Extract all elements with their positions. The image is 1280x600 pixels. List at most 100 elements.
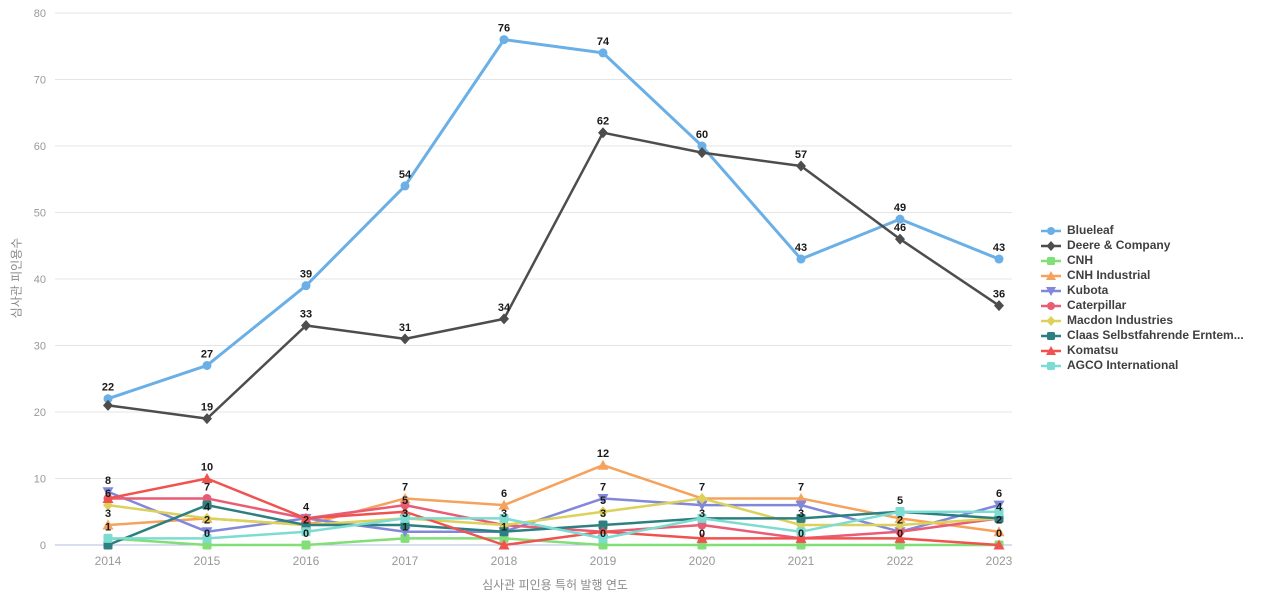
legend-item-blueleaf[interactable]: Blueleaf: [1040, 223, 1244, 238]
legend-item-macdon-industries[interactable]: Macdon Industries: [1040, 313, 1244, 328]
agco-international-marker: [400, 513, 410, 523]
caterpillar-marker: [400, 500, 410, 510]
y-tick-label: 60: [34, 141, 46, 153]
komatsu-marker: [102, 492, 114, 503]
kubota-marker: [795, 500, 807, 511]
legend-marker-cnh-industrial: [1041, 270, 1061, 280]
legend-label: AGCO International: [1067, 358, 1179, 372]
data-label-cnh-industrial: 7: [798, 481, 804, 493]
data-label-claas-selbstfahrende-erntem: 4: [996, 501, 1003, 513]
deere-company-marker: [202, 413, 212, 425]
y-tick-label: 40: [34, 274, 46, 286]
deere-company-marker: [895, 233, 905, 245]
series-komatsu: [102, 473, 1005, 550]
agco-international-marker: [994, 507, 1004, 517]
legend-marker-cnh: [1041, 256, 1061, 265]
legend-item-claas-selbstfahrende-erntem[interactable]: Claas Selbstfahrende Erntem...: [1040, 328, 1244, 343]
kubota-marker: [399, 527, 411, 538]
caterpillar-marker: [895, 527, 905, 537]
legend-label: Claas Selbstfahrende Erntem...: [1067, 328, 1244, 342]
komatsu-marker: [894, 532, 906, 543]
x-tick-label: 2023: [986, 554, 1013, 568]
data-label-deere-company: 31: [399, 322, 411, 334]
x-tick-label: 2021: [788, 554, 815, 568]
data-label-cnh-industrial: 2: [996, 515, 1002, 527]
series-line-blueleaf: [107, 38, 1000, 401]
cnh-industrial-marker: [498, 499, 510, 510]
kubota-marker: [201, 527, 213, 538]
data-label-blueleaf: 60: [696, 129, 708, 141]
legend-label: Macdon Industries: [1067, 313, 1174, 327]
x-tick-label: 2016: [293, 554, 320, 568]
data-label-deere-company: 46: [894, 222, 906, 234]
blueleaf-marker: [202, 360, 212, 370]
x-tick-label: 2022: [887, 554, 914, 568]
series-blueleaf: [103, 35, 1004, 404]
legend-marker-deere-company: [1041, 240, 1061, 251]
data-label-komatsu: 10: [201, 462, 213, 474]
deere-company-marker: [103, 399, 113, 411]
data-label-deere-company: 34: [498, 302, 511, 314]
series-line-agco-international: [108, 510, 999, 540]
data-label-blueleaf: 49: [894, 202, 906, 214]
deere-company-marker: [697, 147, 707, 159]
data-label-kubota: 6: [996, 488, 1002, 500]
deere-company-marker: [301, 320, 311, 332]
blueleaf-marker: [301, 281, 311, 291]
legend-marker-kubota: [1041, 286, 1061, 296]
blueleaf-marker: [400, 181, 410, 191]
y-tick-label: 50: [34, 208, 46, 220]
agco-international-marker: [697, 513, 707, 523]
data-label-kubota: 7: [600, 481, 606, 493]
series-deere-company: [103, 127, 1004, 425]
data-label-komatsu: 5: [402, 495, 408, 507]
cnh-industrial-marker: [795, 492, 807, 503]
data-label-blueleaf: 27: [201, 348, 213, 360]
data-label-caterpillar: 3: [699, 508, 705, 520]
legend-item-komatsu[interactable]: Komatsu: [1040, 343, 1244, 358]
kubota-marker: [696, 500, 708, 511]
blueleaf-marker: [103, 394, 113, 404]
legend-item-cnh[interactable]: CNH: [1040, 253, 1244, 268]
data-label-deere-company: 19: [201, 402, 213, 414]
cnh-industrial-marker: [102, 519, 114, 530]
agco-international-marker: [598, 533, 608, 543]
legend-label: Caterpillar: [1067, 298, 1127, 312]
data-label-macdon-industries: 5: [600, 495, 606, 507]
deere-company-marker: [499, 313, 509, 325]
data-label-deere-company: 57: [795, 149, 807, 161]
data-label-cnh-industrial: 3: [105, 508, 111, 520]
legend-item-caterpillar[interactable]: Caterpillar: [1040, 298, 1244, 313]
macdon-industries-marker: [598, 506, 608, 518]
x-tick-label: 2020: [689, 554, 716, 568]
data-label-macdon-industries: 7: [699, 481, 705, 493]
legend-item-deere-company[interactable]: Deere & Company: [1040, 238, 1244, 253]
kubota-marker: [993, 500, 1005, 511]
data-label-kubota: 2: [204, 515, 210, 527]
legend-item-kubota[interactable]: Kubota: [1040, 283, 1244, 298]
y-tick-label: 70: [34, 75, 46, 87]
series-line-macdon-industries: [107, 497, 1000, 527]
macdon-industries-marker: [697, 492, 707, 504]
legend-item-agco-international[interactable]: AGCO International: [1040, 358, 1244, 373]
komatsu-marker: [399, 506, 411, 517]
data-label-caterpillar: 7: [204, 481, 210, 493]
data-label-deere-company: 36: [993, 289, 1005, 301]
claas-selbstfahrende-erntem-marker: [598, 520, 608, 530]
series-agco-international: [103, 507, 1004, 543]
legend-marker-agco-international: [1041, 361, 1061, 370]
cnh-marker: [400, 533, 410, 543]
y-tick-label: 10: [34, 474, 46, 486]
legend: Blueleaf Deere & Company CNH CNH Industrial…: [1040, 223, 1244, 373]
agco-international-marker: [895, 507, 905, 517]
legend-item-cnh-industrial[interactable]: CNH Industrial: [1040, 268, 1244, 283]
data-label-claas-selbstfahrende-erntem: 5: [897, 495, 903, 507]
legend-marker-blueleaf: [1041, 226, 1061, 235]
blueleaf-marker: [598, 48, 608, 58]
kubota-marker: [597, 493, 609, 504]
series-line-cnh: [107, 537, 999, 547]
legend-marker-claas-selbstfahrende-erntem: [1041, 331, 1061, 340]
data-label-cnh: 1: [501, 521, 507, 533]
legend-label: Blueleaf: [1067, 223, 1114, 237]
data-label-cnh: 0: [699, 528, 705, 540]
